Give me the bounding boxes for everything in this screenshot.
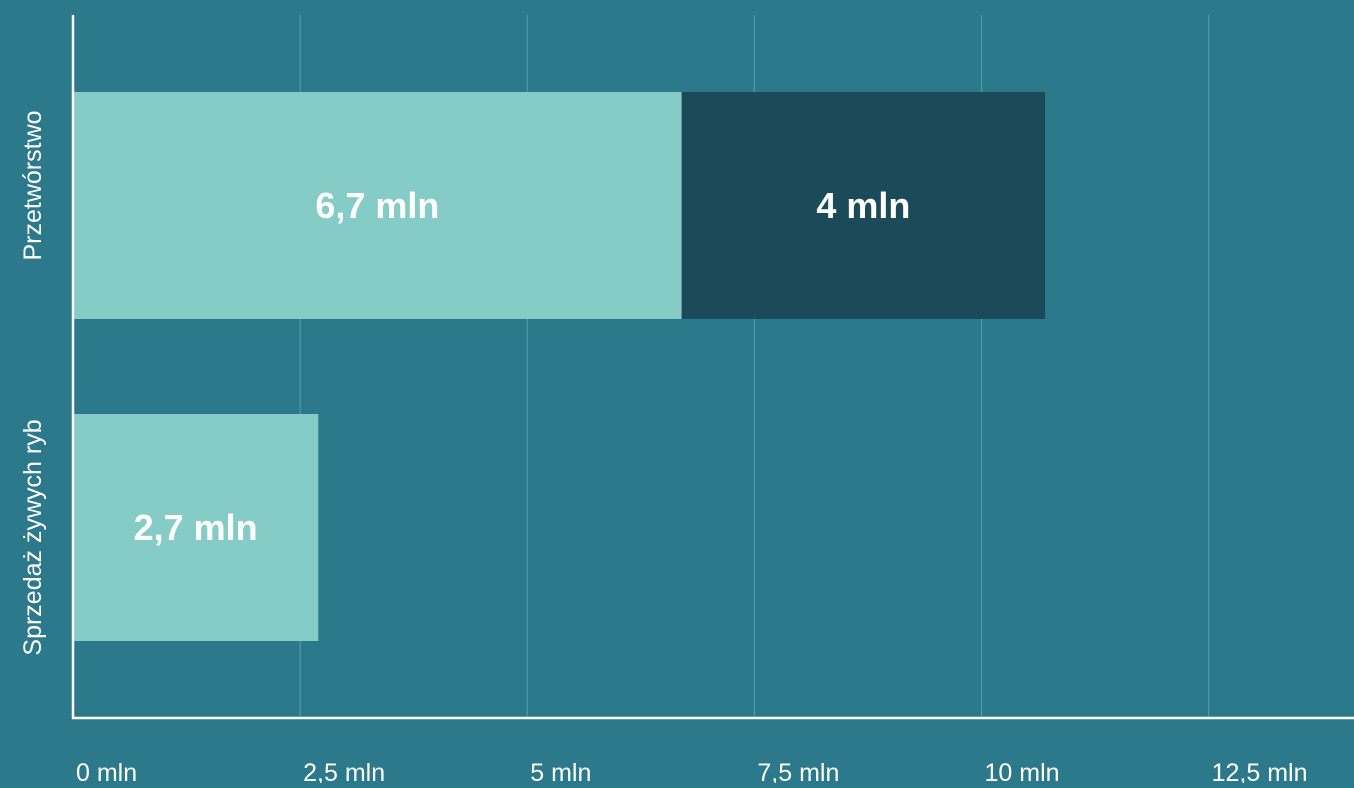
category-label: Przetwórstwo <box>19 110 47 260</box>
bar <box>681 92 1046 319</box>
bar-value-label: 4 mln <box>816 185 910 226</box>
x-tick-label: 12,5 mln <box>1212 759 1308 783</box>
bar-value-label: 2,7 mln <box>134 507 258 548</box>
x-tick-label: 10 mln <box>985 759 1060 783</box>
bar <box>73 414 319 641</box>
x-tick-label: 7,5 mln <box>757 759 839 783</box>
x-tick-label: 5 mln <box>530 759 591 783</box>
category-label: Sprzedaż żywych ryb <box>19 419 47 655</box>
x-tick-label: 0 mln <box>76 759 137 783</box>
bar <box>73 92 682 319</box>
x-tick-label: 2,5 mln <box>303 759 385 783</box>
bar-value-label: 6,7 mln <box>315 185 439 226</box>
